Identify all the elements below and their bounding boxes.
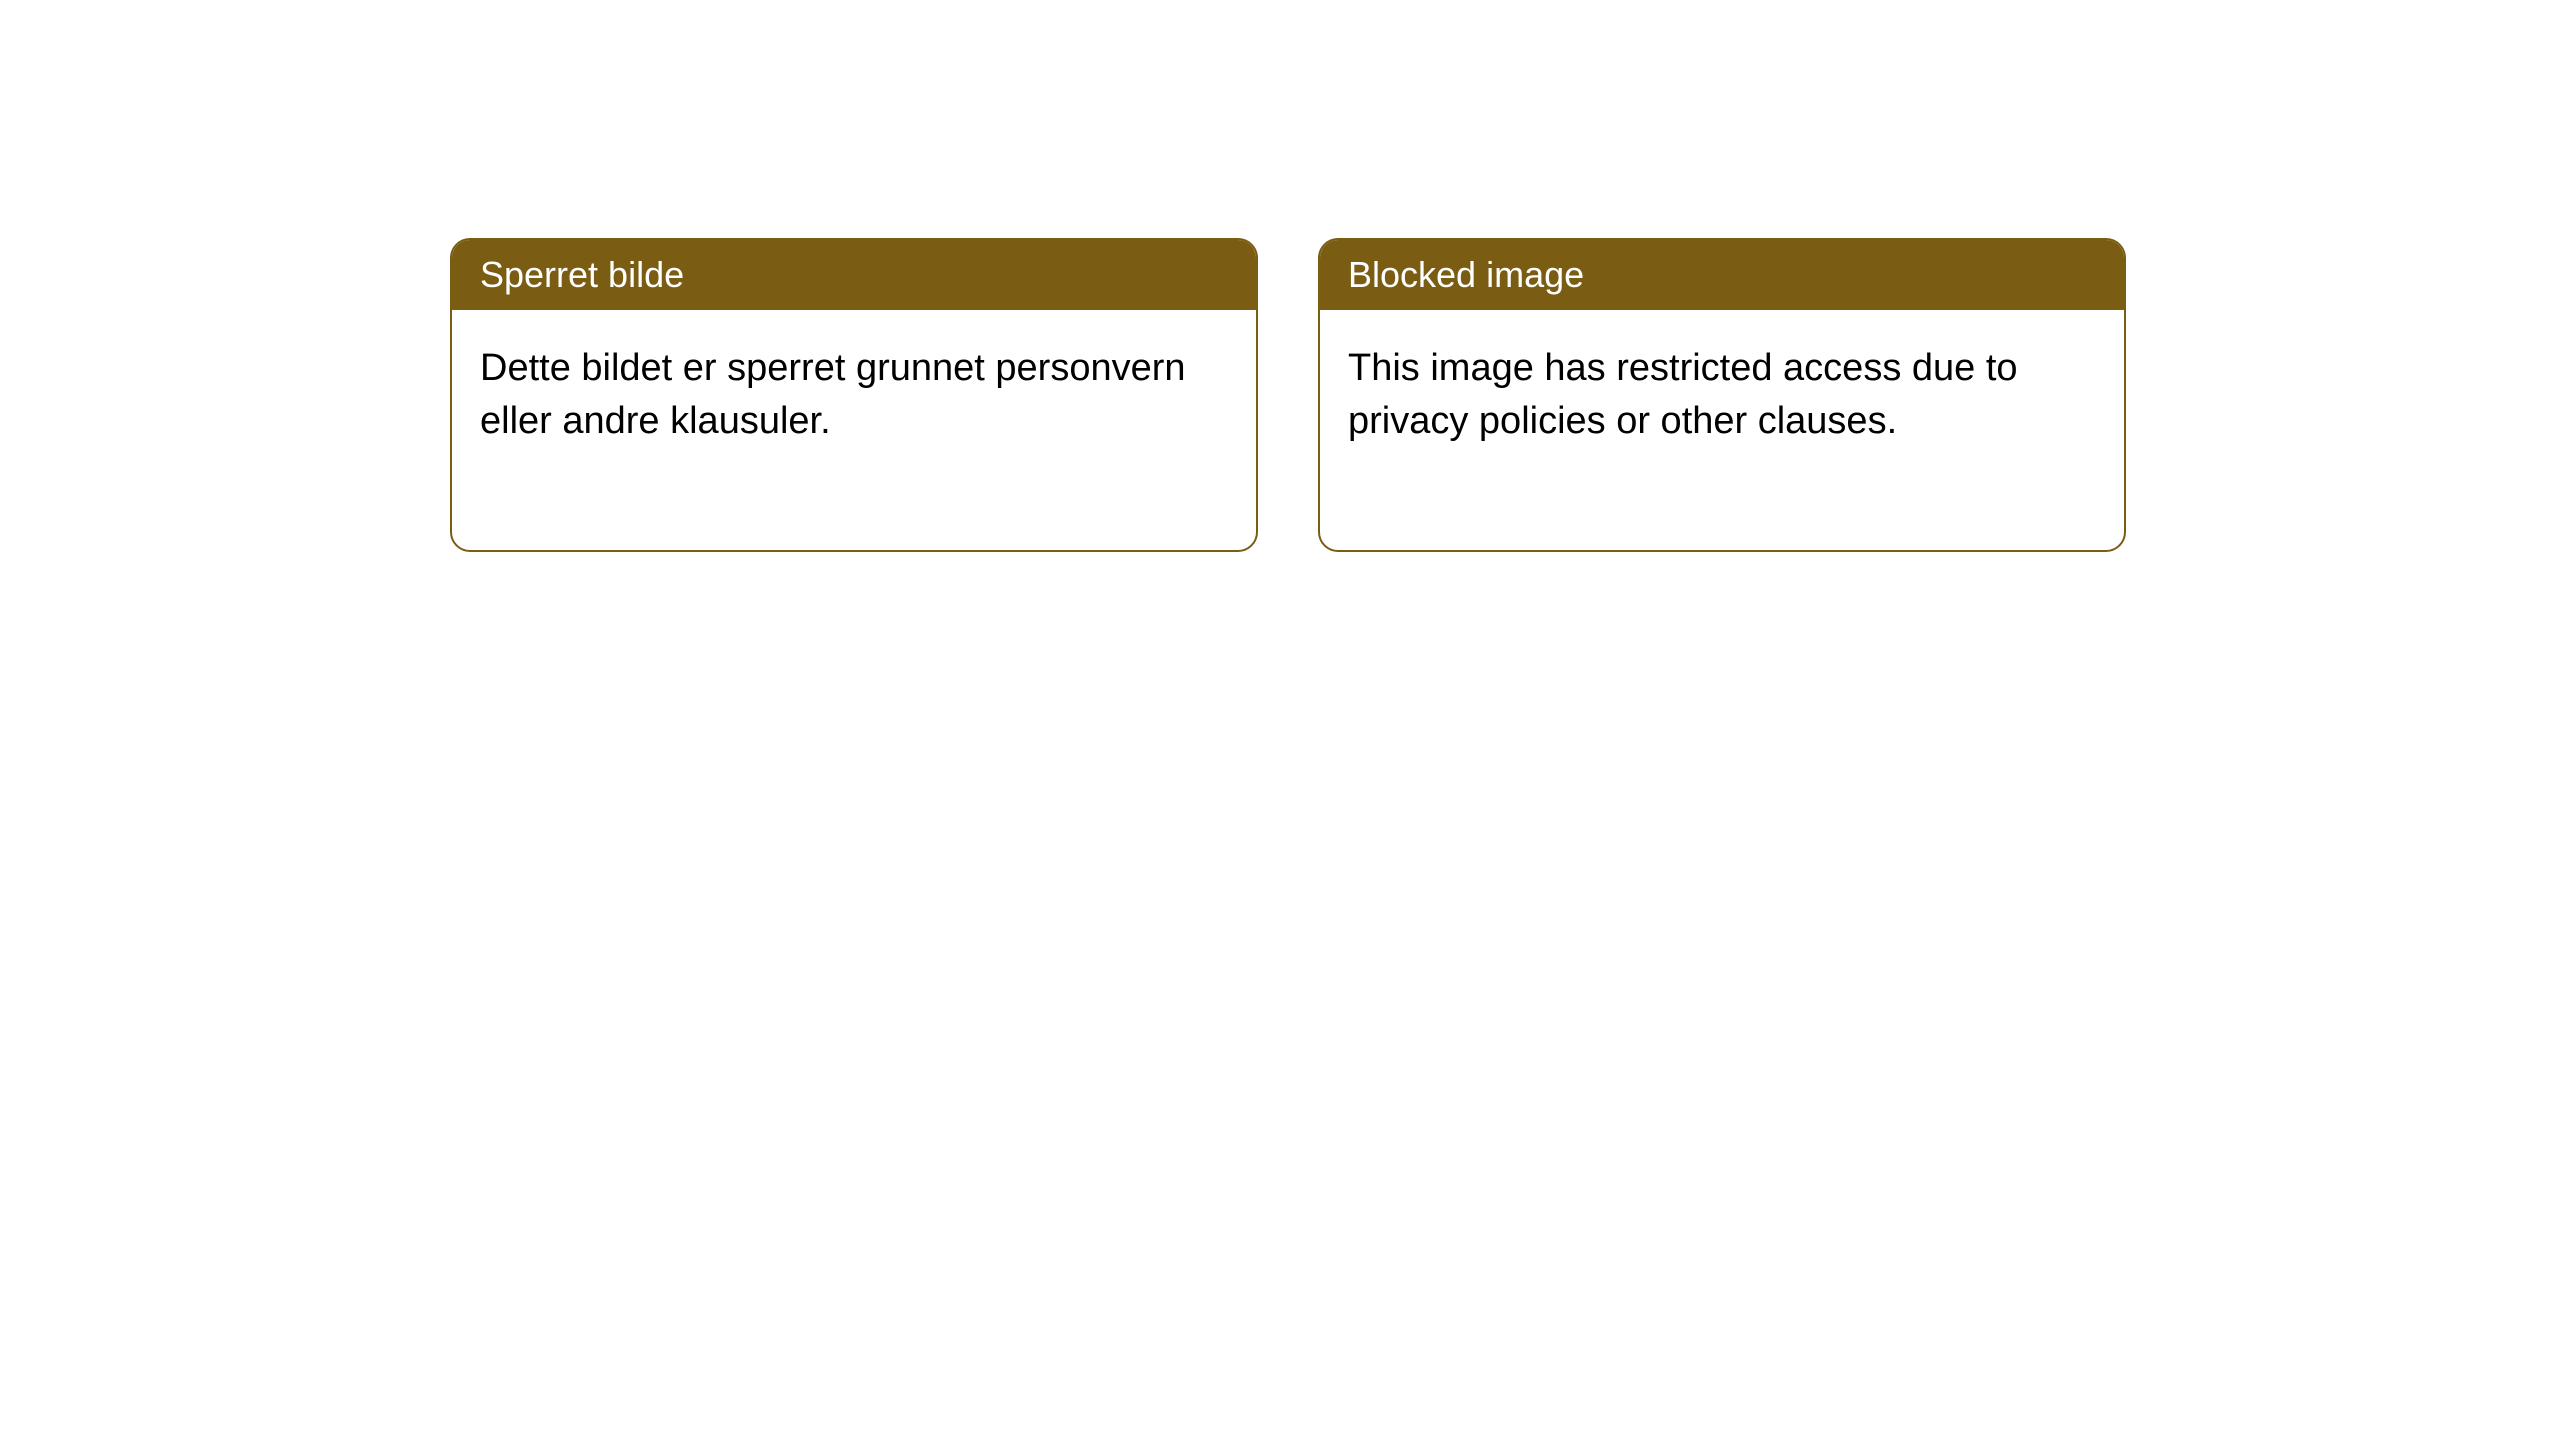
card-body: This image has restricted access due to … [1320,310,2124,550]
notice-card-norwegian: Sperret bilde Dette bildet er sperret gr… [450,238,1258,552]
card-body: Dette bildet er sperret grunnet personve… [452,310,1256,550]
card-header: Blocked image [1320,240,2124,310]
notice-cards-container: Sperret bilde Dette bildet er sperret gr… [450,238,2126,552]
card-title: Blocked image [1348,254,1584,295]
card-body-text: Dette bildet er sperret grunnet personve… [480,347,1186,442]
card-header: Sperret bilde [452,240,1256,310]
notice-card-english: Blocked image This image has restricted … [1318,238,2126,552]
card-body-text: This image has restricted access due to … [1348,347,2018,442]
card-title: Sperret bilde [480,254,684,295]
